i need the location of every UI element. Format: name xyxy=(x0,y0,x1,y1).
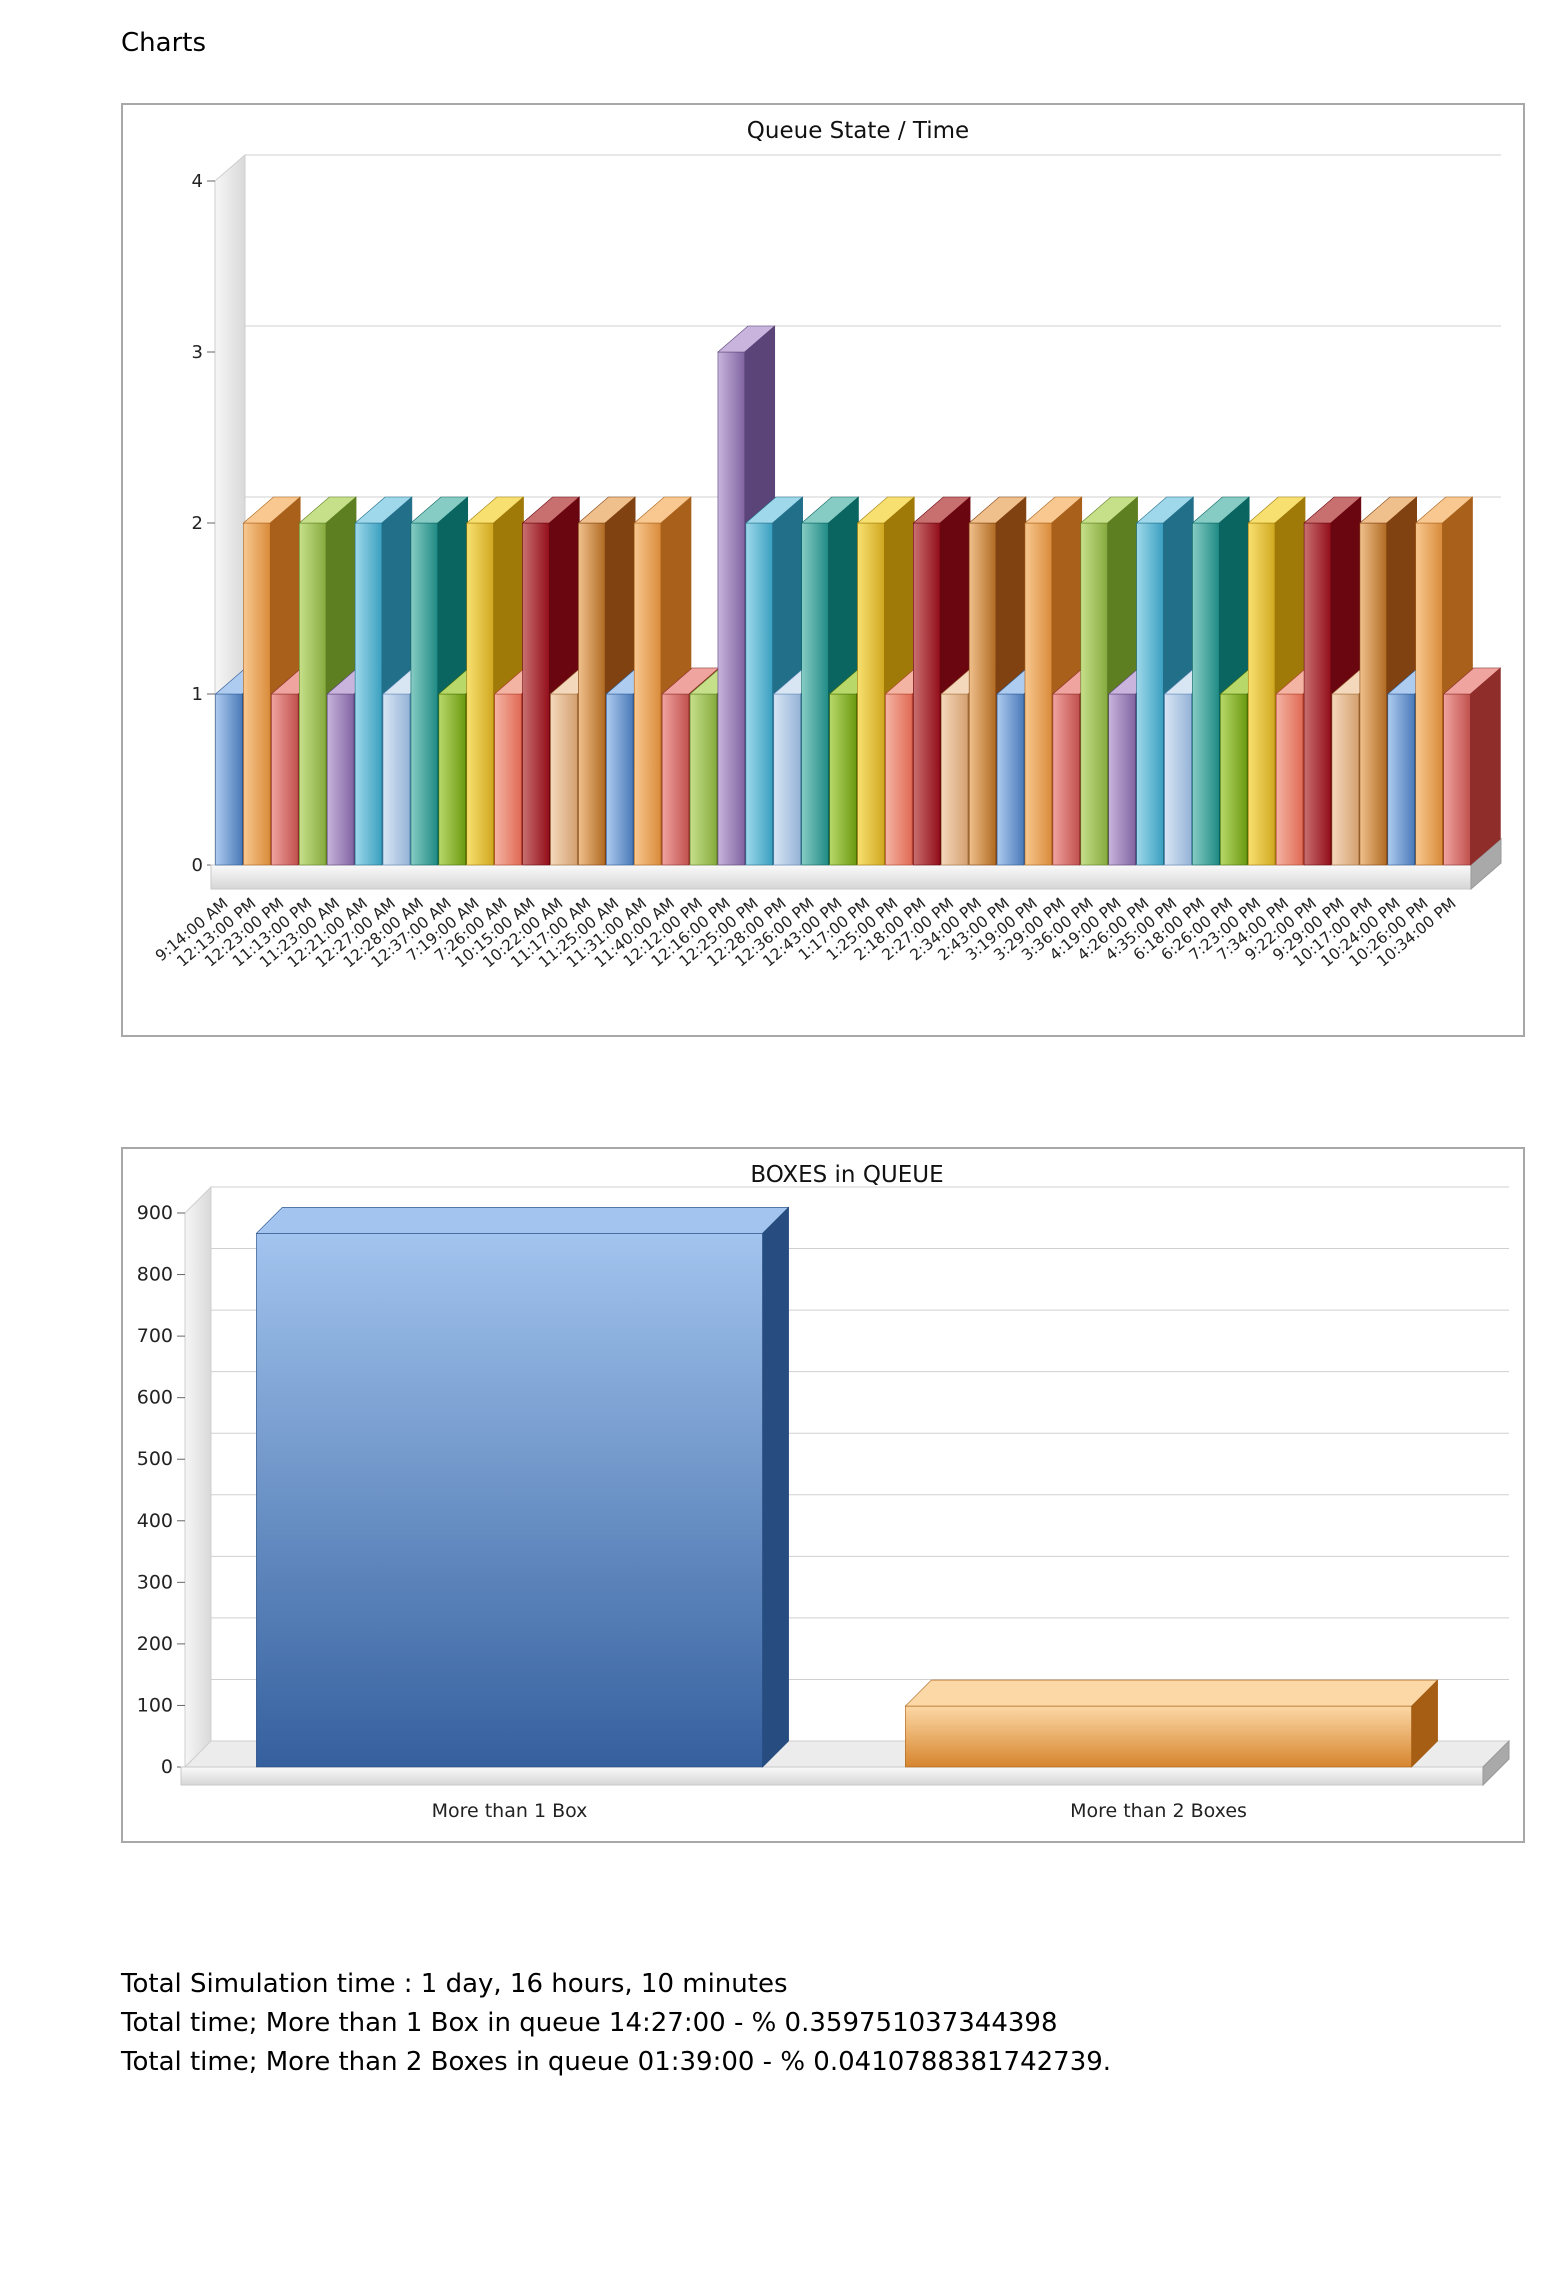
c1-bar-front xyxy=(1108,693,1136,866)
c1-bar-front xyxy=(382,693,411,866)
c2-bar-side xyxy=(762,1206,789,1768)
c1-bar-front xyxy=(913,522,941,866)
c1-bar-front xyxy=(689,693,718,866)
c2-ytick-label: 100 xyxy=(137,1694,173,1716)
c2-xtick-label: More than 1 Box xyxy=(432,1800,588,1822)
summary-simulation-time: Total Simulation time : 1 day, 16 hours,… xyxy=(121,1969,788,1999)
c1-bar-front xyxy=(606,693,634,866)
c2-ytick-label: 0 xyxy=(161,1756,173,1778)
c2-bar-front xyxy=(256,1233,763,1768)
c1-ytick-label: 4 xyxy=(192,171,203,192)
c1-bar-front xyxy=(1192,522,1220,866)
c2-floor-side xyxy=(1482,1739,1510,1787)
c2-bar xyxy=(255,1206,790,1768)
c1-bar-front xyxy=(298,522,327,866)
c1-bar-front xyxy=(1359,522,1388,866)
c1-floor-front xyxy=(210,864,1472,890)
c1-bar-front xyxy=(857,522,885,866)
c1-bar-front xyxy=(578,522,606,866)
c1-bar-front xyxy=(466,522,494,866)
c1-bar-side xyxy=(1470,667,1501,866)
c1-bar-front xyxy=(1052,693,1080,866)
c1-title: Queue State / Time xyxy=(747,118,969,144)
c1-bar-front xyxy=(438,693,466,866)
boxes-in-queue-chart: BOXES in QUEUE 0 100 200 300 400 500 600 700 800 9… xyxy=(121,1147,1525,1843)
c2-bar xyxy=(904,1679,1439,1768)
c1-bar-front xyxy=(745,522,773,866)
c1-bar-front xyxy=(1387,693,1415,866)
c1-bar-front xyxy=(410,522,439,866)
c1-bar-front xyxy=(717,351,746,866)
c1-bar-front xyxy=(773,693,801,866)
page-heading: Charts xyxy=(121,28,206,58)
c2-ytick-label: 200 xyxy=(137,1633,173,1655)
c2-ytick-label: 800 xyxy=(137,1264,173,1286)
c1-bar-front xyxy=(661,693,690,866)
c1-bar-front xyxy=(1220,693,1248,866)
c1-bar-front xyxy=(243,522,271,866)
summary-block: Total Simulation time : 1 day, 16 hours,… xyxy=(121,1965,1111,2082)
c1-bar-front xyxy=(1303,522,1332,866)
c1-ytick-label: 1 xyxy=(192,684,203,705)
boxes-in-queue-chart-svg: BOXES in QUEUE 0 100 200 300 400 500 600 700 800 9… xyxy=(137,1162,1511,1822)
c1-bar-front xyxy=(1443,693,1471,866)
c1-bar-front xyxy=(1275,693,1304,866)
queue-state-chart: Queue State / Time 0 1 2 3 4 9:14:00 AM 12:13:0… xyxy=(121,103,1525,1037)
c2-ytick-label: 300 xyxy=(137,1571,173,1593)
c1-bar-front xyxy=(1247,522,1276,866)
c1-bar-front xyxy=(1136,522,1164,866)
c1-bar-front xyxy=(885,693,913,866)
c1-ytick-label: 3 xyxy=(192,342,203,363)
summary-more-than-2-boxes: Total time; More than 2 Boxes in queue 0… xyxy=(121,2047,1112,2077)
c2-floor-front xyxy=(180,1766,1484,1786)
c1-floor-side xyxy=(1470,837,1502,891)
c2-bar-top xyxy=(255,1207,790,1234)
c2-bar-side xyxy=(1411,1679,1438,1768)
c1-bar-front xyxy=(633,522,662,866)
c1-bar-front xyxy=(829,693,857,866)
c1-ytick-label: 2 xyxy=(192,513,203,534)
c1-bar-front xyxy=(968,522,997,866)
c1-bar-front xyxy=(1415,522,1443,866)
c1-bar-front xyxy=(1331,693,1360,866)
c2-ytick-label: 600 xyxy=(137,1387,173,1409)
c1-bar-front xyxy=(940,693,969,866)
c1-bar-front xyxy=(550,693,578,866)
c2-bar-top xyxy=(904,1679,1439,1707)
c2-ytick-label: 700 xyxy=(137,1325,173,1347)
c2-ytick-label: 900 xyxy=(137,1202,173,1224)
c2-xtick-label: More than 2 Boxes xyxy=(1070,1800,1247,1822)
c1-bar-front xyxy=(801,522,829,866)
c2-title: BOXES in QUEUE xyxy=(750,1162,943,1188)
summary-more-than-1-box: Total time; More than 1 Box in queue 14:… xyxy=(121,2008,1058,2038)
c1-bar-front xyxy=(354,522,383,866)
c1-bar-front xyxy=(1024,522,1053,866)
c1-bar-front xyxy=(996,693,1025,866)
c2-ytick-label: 400 xyxy=(137,1510,173,1532)
c1-bar-front xyxy=(522,522,550,866)
c2-bar-front xyxy=(905,1705,1412,1768)
c1-bar-front xyxy=(1164,693,1192,866)
c1-bar-front xyxy=(1080,522,1108,866)
c2-ytick-label: 500 xyxy=(137,1448,173,1470)
c1-bar-front xyxy=(215,693,243,866)
c1-bar-front xyxy=(494,693,522,866)
c1-ytick-label: 0 xyxy=(192,855,203,876)
c2-left-wall xyxy=(184,1185,212,1769)
c1-bar xyxy=(1442,667,1502,866)
c1-bar-front xyxy=(326,693,355,866)
c1-bar-front xyxy=(271,693,299,866)
